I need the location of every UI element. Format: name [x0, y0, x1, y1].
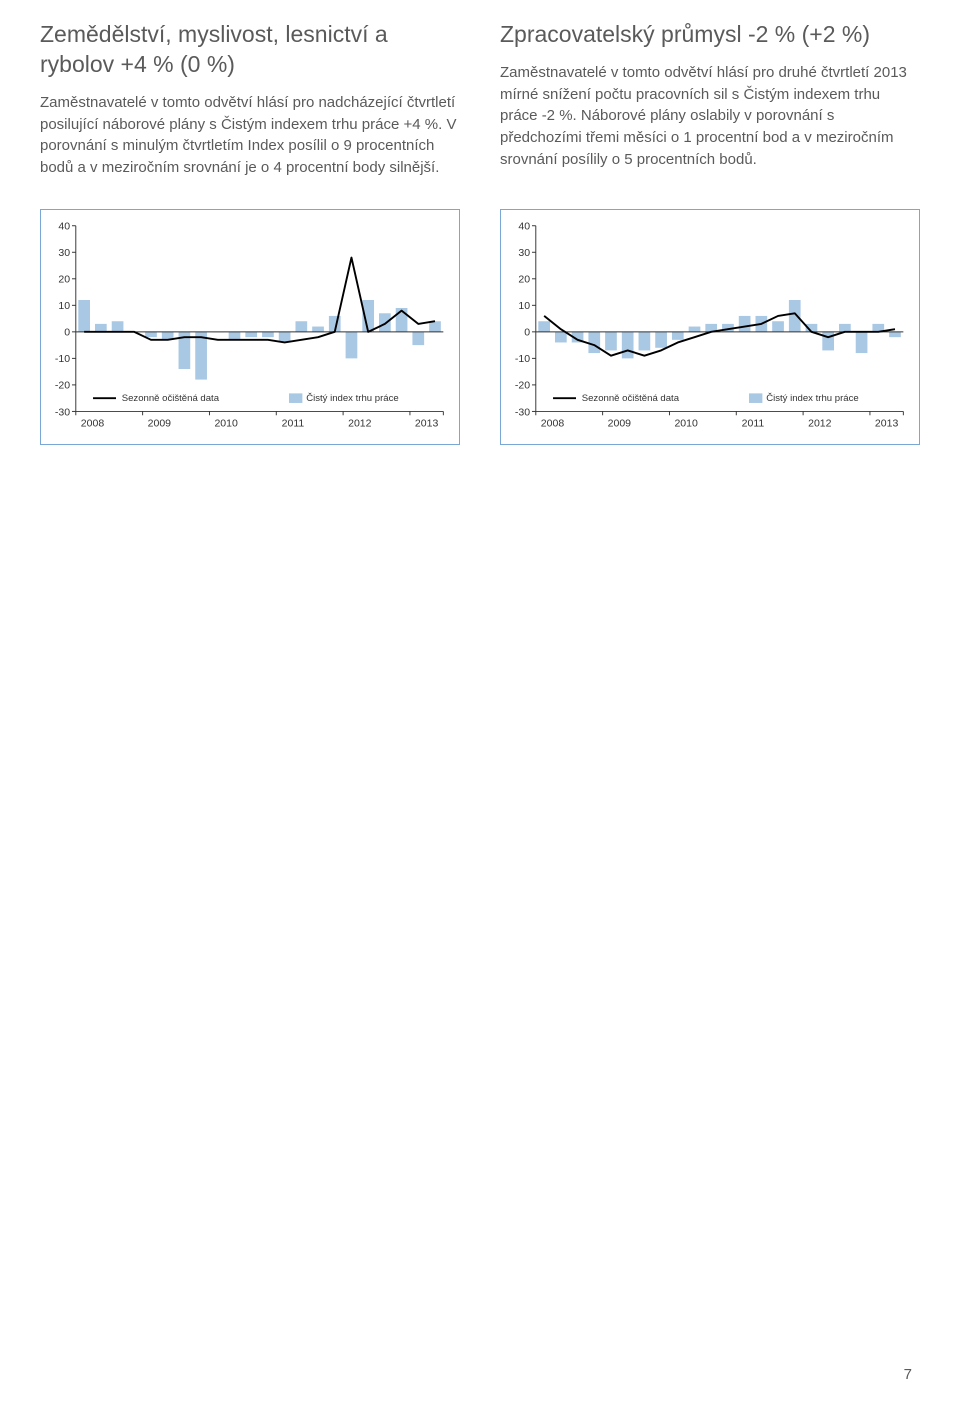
svg-text:Sezonně očištěná data: Sezonně očištěná data	[122, 393, 220, 404]
svg-text:2008: 2008	[81, 418, 105, 430]
svg-text:10: 10	[518, 300, 530, 312]
chart-right-box: 403020100-10-20-30Sezonně očištěná dataČ…	[500, 209, 920, 445]
right-body: Zaměstnavatelé v tomto odvětví hlásí pro…	[500, 62, 920, 171]
svg-text:20: 20	[518, 273, 530, 285]
chart-right: 403020100-10-20-30Sezonně očištěná dataČ…	[509, 220, 911, 440]
svg-text:Čistý index trhu práce: Čistý index trhu práce	[766, 393, 858, 404]
svg-text:-10: -10	[515, 353, 530, 365]
svg-text:-20: -20	[515, 380, 530, 392]
svg-text:2013: 2013	[415, 418, 439, 430]
chart-left-box: 403020100-10-20-30Sezonně očištěná dataČ…	[40, 209, 460, 445]
svg-text:2012: 2012	[348, 418, 372, 430]
svg-text:Sezonně očištěná data: Sezonně očištěná data	[582, 393, 680, 404]
svg-text:2013: 2013	[875, 418, 899, 430]
svg-text:10: 10	[58, 300, 70, 312]
svg-text:30: 30	[58, 247, 70, 259]
chart-left: 403020100-10-20-30Sezonně očištěná dataČ…	[49, 220, 451, 440]
svg-text:2011: 2011	[282, 418, 305, 430]
svg-text:2011: 2011	[742, 418, 765, 430]
svg-text:-10: -10	[55, 353, 70, 365]
svg-text:20: 20	[58, 273, 70, 285]
svg-text:2009: 2009	[148, 418, 172, 430]
svg-text:0: 0	[64, 326, 70, 338]
svg-text:2010: 2010	[674, 418, 698, 430]
svg-text:0: 0	[524, 326, 530, 338]
left-body: Zaměstnavatelé v tomto odvětví hlásí pro…	[40, 92, 460, 179]
left-heading: Zemědělství, myslivost, lesnictví a rybo…	[40, 20, 460, 80]
svg-text:2010: 2010	[214, 418, 238, 430]
svg-text:2008: 2008	[541, 418, 565, 430]
svg-text:2012: 2012	[808, 418, 832, 430]
text-columns: Zemědělství, myslivost, lesnictví a rybo…	[40, 20, 920, 179]
right-column: Zpracovatelský průmysl -2 % (+2 %) Zaměs…	[500, 20, 920, 179]
svg-text:-30: -30	[55, 406, 70, 418]
right-heading: Zpracovatelský průmysl -2 % (+2 %)	[500, 20, 920, 50]
svg-text:-20: -20	[55, 380, 70, 392]
svg-text:Čistý index trhu práce: Čistý index trhu práce	[306, 393, 398, 404]
svg-text:40: 40	[58, 220, 70, 232]
page-number: 7	[904, 1366, 912, 1383]
charts-row: 403020100-10-20-30Sezonně očištěná dataČ…	[40, 209, 920, 445]
left-column: Zemědělství, myslivost, lesnictví a rybo…	[40, 20, 460, 179]
svg-text:30: 30	[518, 247, 530, 259]
svg-text:2009: 2009	[608, 418, 632, 430]
svg-text:40: 40	[518, 220, 530, 232]
svg-text:-30: -30	[515, 406, 530, 418]
